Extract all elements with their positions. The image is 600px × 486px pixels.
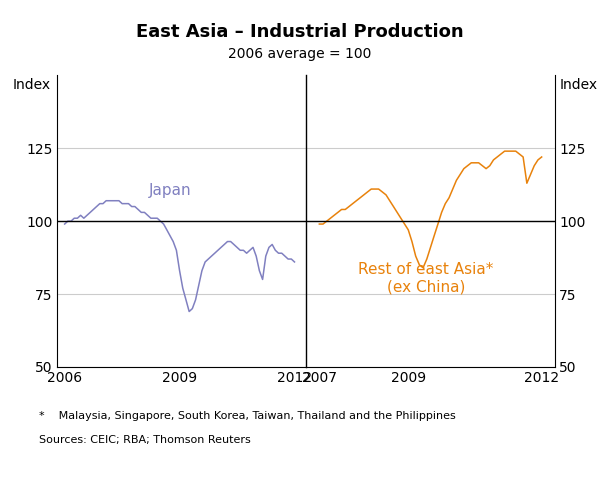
Text: East Asia – Industrial Production: East Asia – Industrial Production <box>136 23 464 41</box>
Text: 2006 average = 100: 2006 average = 100 <box>229 47 371 61</box>
Text: Sources: CEIC; RBA; Thomson Reuters: Sources: CEIC; RBA; Thomson Reuters <box>39 435 251 445</box>
Text: Index: Index <box>12 78 50 92</box>
Text: Index: Index <box>559 78 598 92</box>
Text: Rest of east Asia*
(ex China): Rest of east Asia* (ex China) <box>358 262 494 295</box>
Text: *    Malaysia, Singapore, South Korea, Taiwan, Thailand and the Philippines: * Malaysia, Singapore, South Korea, Taiw… <box>39 411 456 421</box>
Text: Japan: Japan <box>149 183 191 198</box>
